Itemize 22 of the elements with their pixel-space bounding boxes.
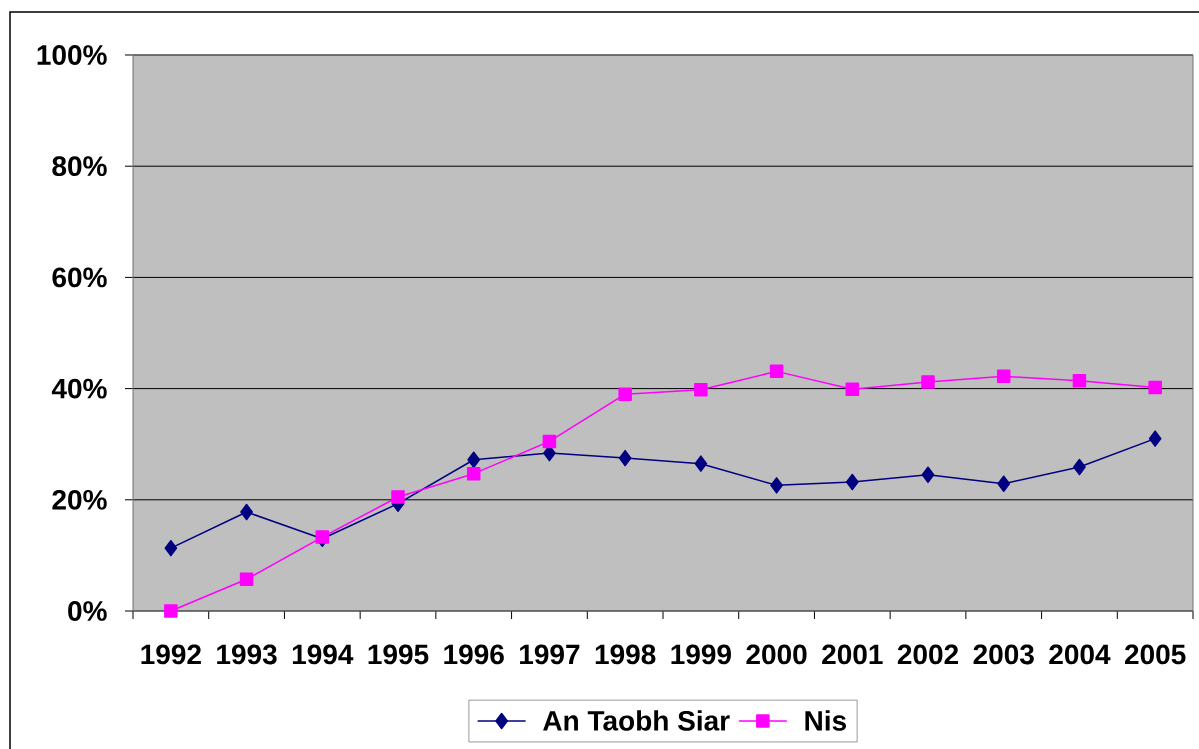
x-tick-label: 1992 — [141, 644, 201, 665]
x-tick-label: 2003 — [973, 644, 1034, 665]
y-tick-label: 40% — [51, 378, 107, 399]
y-tick-label: 60% — [52, 267, 107, 288]
x-tick-label: 2005 — [1124, 644, 1186, 665]
x-tick-label: 1993 — [217, 644, 277, 665]
x-tick-label: 2002 — [897, 644, 959, 665]
x-tick-label: 1994 — [292, 644, 354, 665]
x-tick-label: 1996 — [444, 644, 504, 665]
x-tick-label: 1997 — [520, 644, 580, 665]
y-tick-label: 100% — [37, 45, 107, 65]
x-tick-label: 1995 — [368, 644, 429, 665]
y-tick-label: 80% — [52, 156, 107, 177]
x-tick-label: 1999 — [671, 644, 731, 665]
legend-label: An Taobh Siar — [543, 710, 730, 731]
x-tick-label: 2001 — [822, 644, 883, 665]
legend-label: Nis — [805, 710, 846, 731]
x-tick-label: 2004 — [1049, 644, 1111, 665]
y-tick-label: 0% — [68, 601, 107, 621]
y-tick-label: 20% — [52, 489, 107, 510]
x-tick-label: 1998 — [595, 644, 656, 665]
x-tick-label: 2000 — [746, 644, 807, 665]
